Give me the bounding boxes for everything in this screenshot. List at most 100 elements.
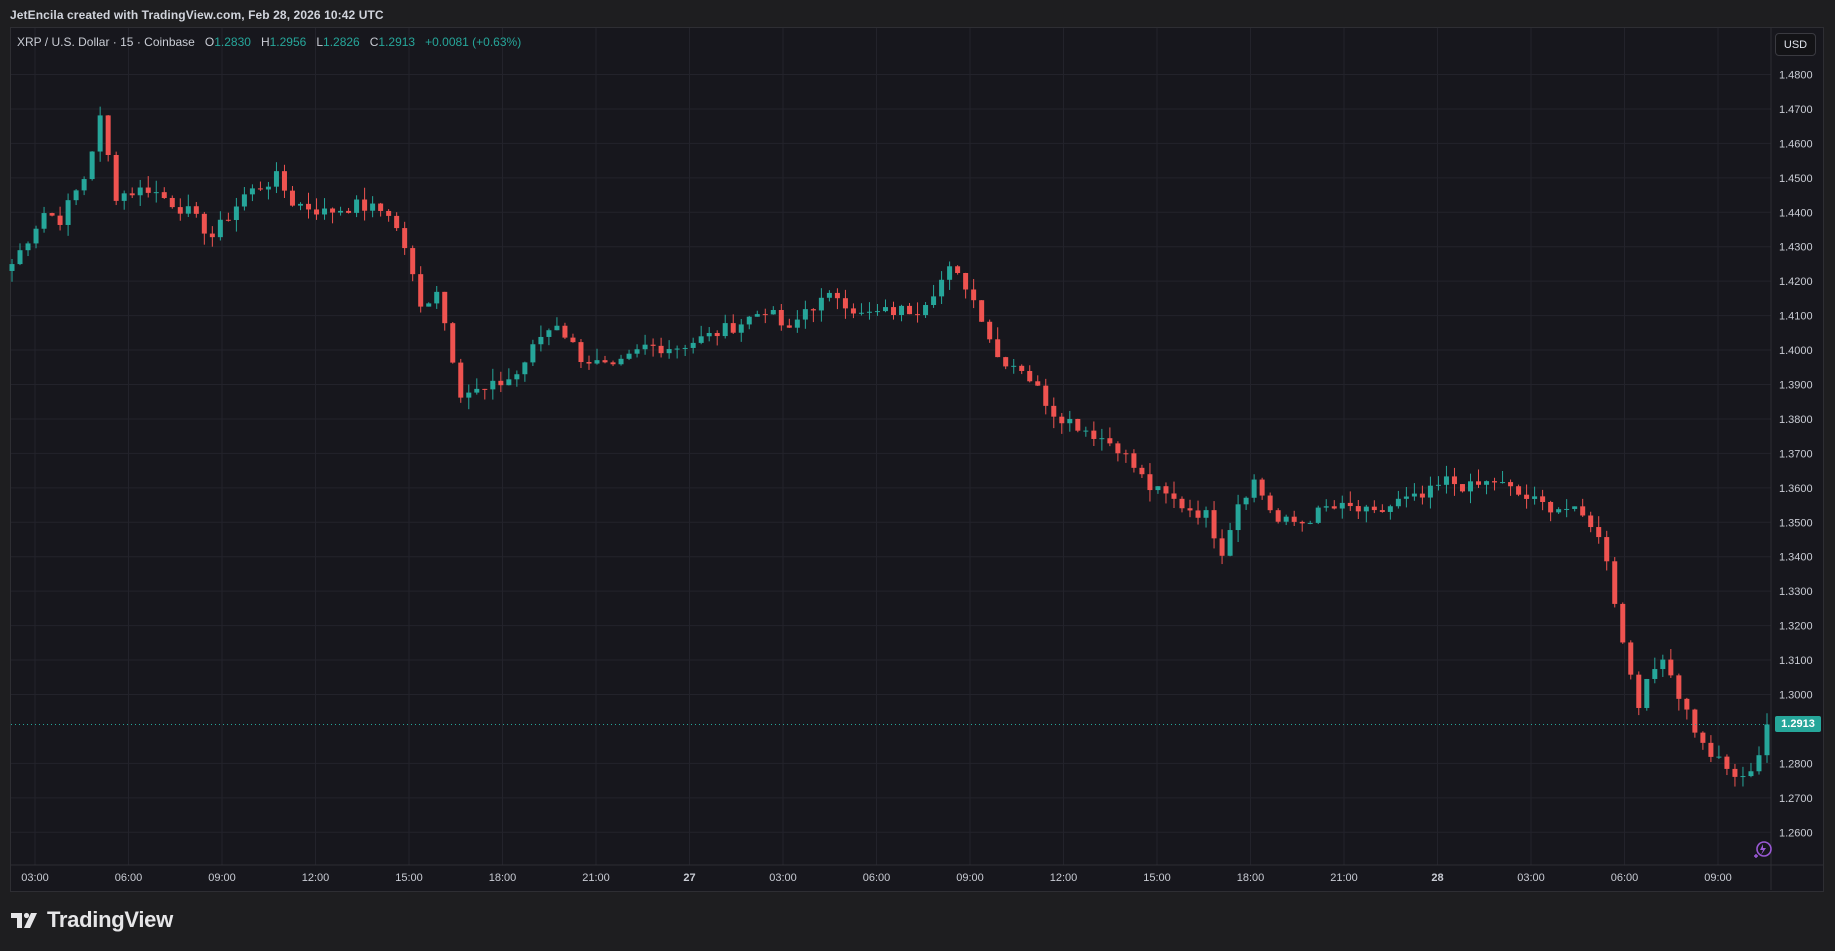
candle-body bbox=[706, 333, 712, 337]
candle-body bbox=[899, 305, 905, 316]
currency-button[interactable]: USD bbox=[1775, 33, 1816, 56]
candle-body bbox=[1331, 506, 1337, 509]
y-tick-label: 1.4200 bbox=[1779, 276, 1813, 288]
x-tick-label: 03:00 bbox=[21, 872, 49, 884]
candle-body bbox=[1067, 418, 1073, 424]
x-tick-label: 27 bbox=[683, 872, 695, 884]
candle-body bbox=[177, 207, 183, 214]
candle-body bbox=[506, 379, 512, 386]
candle-body bbox=[233, 206, 239, 221]
candle-body bbox=[891, 307, 897, 316]
candle-body bbox=[1275, 510, 1281, 522]
y-tick-label: 1.3800 bbox=[1779, 414, 1813, 426]
candle-body bbox=[802, 309, 808, 320]
candle-body bbox=[730, 323, 736, 333]
open-value: 1.2830 bbox=[214, 35, 251, 49]
candle-body bbox=[338, 210, 344, 213]
candle-body bbox=[1003, 357, 1009, 367]
candle-body bbox=[1580, 506, 1586, 516]
y-tick-label: 1.3000 bbox=[1779, 690, 1813, 702]
candle-body bbox=[1700, 732, 1706, 743]
candle-body bbox=[297, 203, 303, 206]
candle-body bbox=[778, 310, 784, 326]
candle-body bbox=[530, 344, 536, 363]
x-tick-label: 12:00 bbox=[1050, 872, 1078, 884]
candle-body bbox=[322, 208, 328, 215]
candle-body bbox=[249, 188, 255, 195]
candle-body bbox=[842, 298, 848, 309]
candle-body bbox=[289, 190, 295, 206]
candle-body bbox=[169, 197, 175, 208]
brand-name: TradingView bbox=[47, 907, 173, 932]
candle-body bbox=[634, 349, 640, 354]
candle-body bbox=[1347, 502, 1353, 507]
candle-body bbox=[450, 323, 456, 363]
candle-body bbox=[1091, 430, 1097, 439]
candle-body bbox=[1107, 438, 1113, 444]
candle-body bbox=[786, 325, 792, 328]
candle-body bbox=[610, 362, 616, 365]
candle-body bbox=[354, 199, 360, 213]
candle-body bbox=[466, 392, 472, 398]
candle-body bbox=[1540, 496, 1546, 502]
candle-body bbox=[474, 388, 480, 393]
candle-body bbox=[1075, 418, 1081, 431]
candle-body bbox=[1235, 504, 1241, 531]
candle-body bbox=[1035, 381, 1041, 386]
x-tick-label: 03:00 bbox=[769, 872, 797, 884]
candle-body bbox=[1756, 755, 1762, 772]
candle-body bbox=[1395, 498, 1401, 507]
candle-body bbox=[939, 279, 945, 297]
candle-body bbox=[1548, 501, 1554, 513]
y-tick-label: 1.4100 bbox=[1779, 311, 1813, 323]
candle-body bbox=[490, 380, 496, 390]
candle-body bbox=[378, 203, 384, 211]
candle-body bbox=[1652, 669, 1658, 679]
last-price-tag: 1.2913 bbox=[1775, 716, 1821, 733]
candle-body bbox=[81, 179, 87, 191]
brand: TradingView bbox=[11, 907, 173, 932]
candle-body bbox=[1171, 493, 1177, 499]
candle-body bbox=[1371, 506, 1377, 511]
candle-body bbox=[1115, 443, 1121, 454]
y-tick-label: 1.4700 bbox=[1779, 104, 1813, 116]
x-tick-label: 06:00 bbox=[115, 872, 143, 884]
plot-background bbox=[11, 28, 1771, 865]
tradingview-logo-icon bbox=[11, 912, 37, 928]
candle-body bbox=[482, 388, 488, 390]
candle-body bbox=[1676, 675, 1682, 699]
candle-body bbox=[113, 154, 119, 201]
candle-body bbox=[794, 319, 800, 328]
y-tick-label: 1.2800 bbox=[1779, 758, 1813, 770]
candle-body bbox=[1355, 506, 1361, 512]
candle-body bbox=[217, 219, 223, 238]
close-value: 1.2913 bbox=[378, 35, 416, 49]
candle-body bbox=[402, 228, 408, 249]
candle-body bbox=[1379, 510, 1385, 512]
y-tick-label: 1.3400 bbox=[1779, 552, 1813, 564]
candle-body bbox=[578, 342, 584, 363]
candle-body bbox=[538, 336, 544, 345]
candle-body bbox=[41, 213, 47, 229]
candle-body bbox=[73, 190, 79, 201]
candle-body bbox=[89, 151, 95, 180]
candle-body bbox=[394, 215, 400, 229]
y-tick-label: 1.4600 bbox=[1779, 138, 1813, 150]
candle-body bbox=[362, 199, 368, 211]
candle-body bbox=[386, 210, 392, 216]
ohlc-legend: XRP / U.S. Dollar · 15 · Coinbase O1.283… bbox=[17, 35, 521, 49]
candle-body bbox=[1732, 768, 1738, 777]
candle-body bbox=[987, 321, 993, 340]
candle-body bbox=[1147, 474, 1153, 491]
candle-body bbox=[698, 336, 704, 343]
candle-body bbox=[522, 362, 528, 375]
lightning-icon[interactable] bbox=[1751, 840, 1773, 862]
candle-body bbox=[121, 193, 127, 201]
candle-body bbox=[1259, 479, 1265, 496]
candle-body bbox=[818, 297, 824, 311]
candle-body bbox=[1628, 642, 1634, 675]
open-label: O bbox=[204, 35, 215, 49]
candle-body bbox=[1612, 561, 1618, 604]
candle-body bbox=[971, 289, 977, 301]
